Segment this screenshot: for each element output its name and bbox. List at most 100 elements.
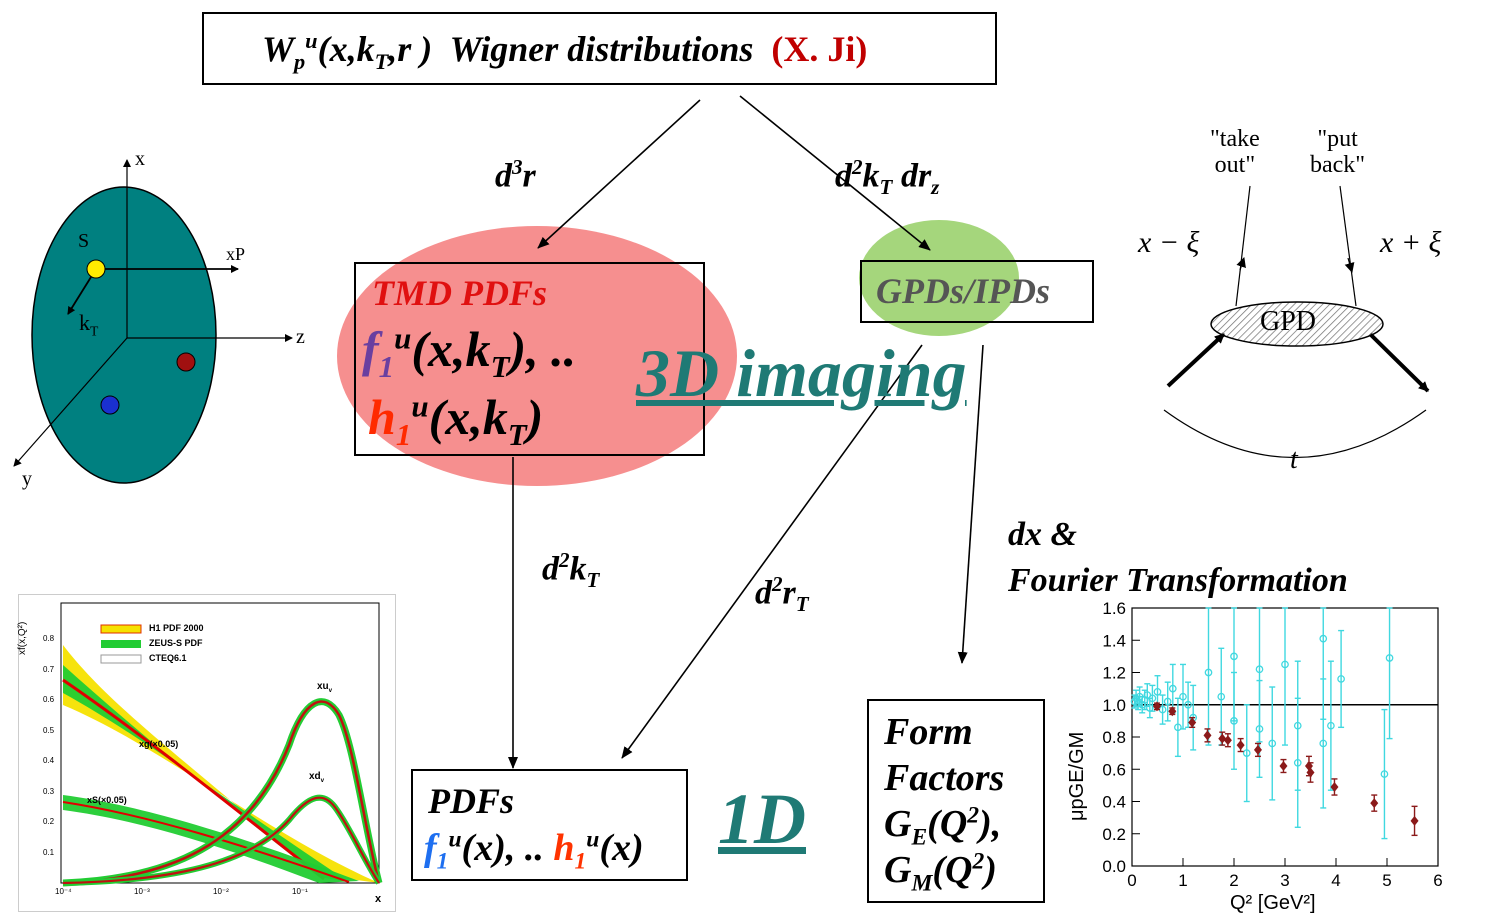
quark-blue <box>100 395 120 415</box>
ff-point-cyan <box>1230 652 1238 661</box>
pdf-box <box>411 769 688 881</box>
arrow-to-gpd <box>739 95 931 251</box>
ff-point-red <box>1188 717 1197 728</box>
label-d2rt: d2rT <box>755 572 809 617</box>
tmd-h1: h1u(x,kT) <box>368 388 544 452</box>
ff-chart: 0.0 0.2 0.4 0.6 0.8 1.0 1.2 1.4 1.6 0 1 2 3 4 5 6 Q² [G… <box>1060 596 1480 919</box>
ff-chart-svg: 0.0 0.2 0.4 0.6 0.8 1.0 1.2 1.4 1.6 0 1 2 3 4 5 6 <box>1102 599 1442 890</box>
pdf-ytick: 0.7 <box>43 664 55 674</box>
ff-gm: GM(Q2) <box>884 848 997 897</box>
label-d3r: d3r <box>495 155 536 195</box>
t-label: t <box>1290 444 1298 475</box>
ff-xtick-label: 1 <box>1178 871 1187 890</box>
tmd-f1: f1u(x,kT), .. <box>362 320 577 384</box>
ff-ge: GE(Q2), <box>884 802 1002 851</box>
pdf-xtick: 10⁻² <box>213 887 229 896</box>
pdf-ytick: 0.4 <box>43 756 55 765</box>
ff-point-red <box>1306 767 1315 778</box>
pdf-plot-svg <box>60 602 383 887</box>
imaging-label: 3D imaging <box>636 335 967 411</box>
ff-ytick-label: 0.6 <box>1102 760 1126 779</box>
pdf-ytick: 0.1 <box>43 847 55 857</box>
gpd-blob-label: GPD <box>1260 306 1317 337</box>
axis-x-label: x <box>135 148 145 170</box>
pdf-ytick: 0.6 <box>43 695 55 704</box>
label-xs: xS(×0.05) <box>87 795 127 805</box>
ff-point-cyan <box>1319 634 1328 643</box>
ff-point-red <box>1223 735 1232 746</box>
legend-cteq: CTEQ6.1 <box>149 653 187 663</box>
label-xdv: xdv <box>309 771 325 784</box>
put-back-label: "put back" <box>1310 126 1366 178</box>
ff-xtick-label: 2 <box>1229 871 1238 890</box>
pdf-plot: H1 PDF 2000 ZEUS-S PDF CTEQ6.1 xuv xdv x… <box>17 594 396 912</box>
ff-point-cyan <box>1163 697 1172 706</box>
arrow-gpd-to-pdf <box>621 344 923 759</box>
take-out-label: "take out" <box>1210 126 1260 178</box>
quark-red <box>176 352 196 372</box>
pdf-formula: f1u(x), .. h1u(x) <box>424 826 644 875</box>
ff-ytick-label: 0.8 <box>1102 728 1126 747</box>
label-d2kt: d2kT <box>542 548 600 593</box>
x-plus-xi: x + ξ <box>1380 226 1442 259</box>
ff-point-red <box>1203 730 1212 741</box>
ff-ytick-label: 0.2 <box>1102 825 1126 844</box>
ff-point-red <box>1218 733 1227 744</box>
ff-xtick-label: 0 <box>1127 871 1136 890</box>
ff-ytick-label: 0.0 <box>1102 857 1126 876</box>
gpd-blob <box>1210 301 1384 347</box>
gpd-ellipse <box>859 220 1019 336</box>
ff-point-cyan <box>1337 675 1345 683</box>
legend-h1: H1 PDF 2000 <box>149 623 204 633</box>
ff-point-cyan <box>1148 694 1157 703</box>
arrow-to-tmd <box>537 99 701 249</box>
ff-point-cyan <box>1217 692 1226 701</box>
pdf-ytick: 0.8 <box>43 634 55 643</box>
ff-xtick-label: 3 <box>1280 871 1289 890</box>
pdf-ytick: 0.2 <box>43 817 55 826</box>
ff-point-cyan <box>1204 668 1213 677</box>
pdf-ytick: 0.5 <box>43 725 55 735</box>
tmd-ellipse <box>337 226 737 486</box>
ff-point-red <box>1236 740 1245 751</box>
ff-point-red <box>1370 798 1379 809</box>
label-xuv: xuv <box>317 681 333 694</box>
author-label: (X. Ji) <box>771 29 868 69</box>
ff-ytick-label: 1.2 <box>1102 664 1126 683</box>
quark-yellow <box>86 259 106 279</box>
ff-ylabel: μpGE/GM <box>1066 731 1088 821</box>
pdf-ylabel: xf(x,Q²) <box>17 621 28 655</box>
tmd-box <box>354 262 705 456</box>
ff-ytick-label: 1.6 <box>1102 599 1126 618</box>
pdf-xlabel: x <box>375 893 382 905</box>
ff-point-cyan <box>1255 725 1264 733</box>
ff-xtick-label: 4 <box>1331 871 1340 890</box>
ff-point-cyan <box>1293 758 1302 767</box>
label-xg: xg(×0.05) <box>139 739 179 749</box>
ff-xtick-label: 6 <box>1433 871 1442 890</box>
pdf-title: PDFs <box>428 781 515 821</box>
ff-xlabel: Q² [GeV²] <box>1230 892 1316 914</box>
ff-point-red <box>1253 744 1262 755</box>
ff-point-cyan <box>1319 739 1328 748</box>
ff-box <box>867 699 1045 903</box>
tmd-title: TMD PDFs <box>372 273 548 313</box>
pdf-xtick: 10⁻³ <box>134 887 150 896</box>
axis-z-label: z <box>296 326 305 348</box>
ff-point-red <box>1410 815 1419 826</box>
legend-zeus: ZEUS-S PDF <box>149 638 203 648</box>
label-fourier: Fourier Transformation <box>1008 562 1348 599</box>
ff-point-red <box>1330 781 1339 792</box>
spin-label: S <box>78 230 90 252</box>
ff-line1: Form <box>884 711 973 753</box>
ff-point-cyan <box>1268 739 1277 748</box>
ff-ytick-label: 1.0 <box>1102 696 1126 715</box>
ff-ytick-label: 0.4 <box>1102 793 1126 812</box>
nucleon-sphere <box>31 186 217 484</box>
pdf-ytick: 0.3 <box>43 786 55 796</box>
x-minus-xi: x − ξ <box>1138 226 1200 259</box>
ff-xtick-label: 5 <box>1382 871 1391 890</box>
